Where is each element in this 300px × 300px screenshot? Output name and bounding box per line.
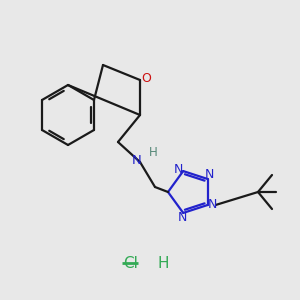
Text: Cl: Cl	[124, 256, 138, 271]
Text: H: H	[157, 256, 169, 271]
Text: N: N	[173, 163, 183, 176]
Text: N: N	[178, 212, 187, 224]
Text: N: N	[205, 168, 214, 181]
Text: O: O	[141, 73, 151, 85]
Text: N: N	[132, 154, 142, 167]
Text: N: N	[208, 198, 218, 212]
Text: H: H	[148, 146, 158, 158]
